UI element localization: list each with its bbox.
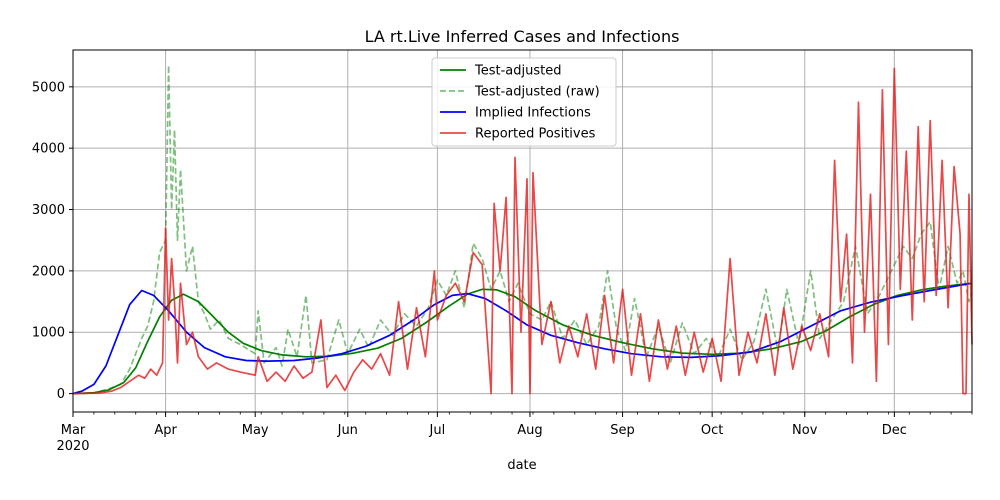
series-line-reported-positives (72, 67, 973, 395)
y-tick-label: 2000 (32, 264, 65, 279)
plot-frame (72, 49, 973, 413)
series-line-test-adjusted (72, 282, 973, 395)
y-axis: 0 1000 2000 3000 4000 5000 (32, 80, 73, 402)
x-tick-label: Nov (792, 423, 818, 438)
legend-label: Test-adjusted (raw) (474, 85, 600, 100)
y-tick-label: 1000 (32, 326, 65, 341)
legend-box (431, 57, 617, 147)
x-tick-label: Aug (517, 423, 542, 438)
legend-label: Reported Positives (475, 127, 596, 142)
x-tick-label: Sep (610, 423, 635, 438)
x-axis-label: date (507, 458, 536, 473)
x-tick-label: Jul (429, 423, 446, 438)
legend: Test-adjusted Test-adjusted (raw) Implied … (431, 57, 617, 147)
series-line-implied-infections (72, 282, 973, 395)
x-tick-label: Jun (337, 423, 358, 438)
x-tick-sublabel: 2020 (56, 439, 89, 454)
legend-label: Implied Infections (475, 106, 591, 121)
x-tick-label: Dec (882, 423, 907, 438)
x-tick-label: Apr (154, 423, 177, 438)
legend-label: Test-adjusted (474, 64, 561, 79)
chart-title: LA rt.Live Inferred Cases and Infections (365, 27, 680, 46)
y-tick-label: 5000 (32, 80, 65, 95)
x-tick-label: Oct (701, 423, 723, 438)
x-tick-label: Mar (61, 423, 86, 438)
y-tick-label: 0 (57, 387, 65, 402)
y-tick-label: 4000 (32, 142, 65, 157)
series-lines (72, 64, 973, 395)
y-tick-label: 3000 (32, 203, 65, 218)
series-line-test-adjusted-raw (72, 64, 973, 395)
x-tick-label: May (242, 423, 269, 438)
